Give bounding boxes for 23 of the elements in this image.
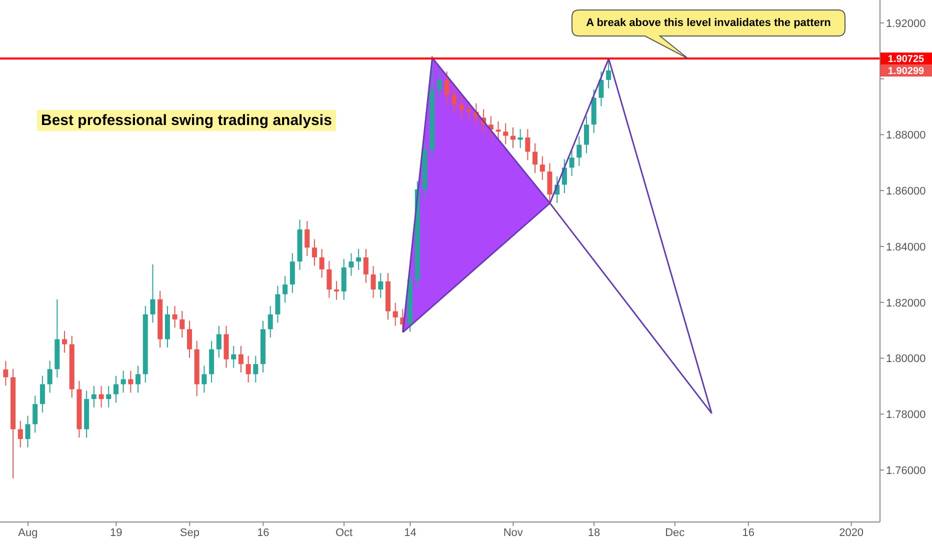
x-tick-label: 14 xyxy=(404,526,416,539)
x-tick-label: Dec xyxy=(665,526,686,539)
y-tick-label: 1.80000 xyxy=(886,353,926,366)
annotation: A break above this level invalidates the pattern xyxy=(585,16,832,31)
x-tick-label: 19 xyxy=(110,526,122,539)
ref-line-label: 1.90725 xyxy=(888,54,925,66)
x-tick-label: 18 xyxy=(588,526,600,539)
x-tick-label: Nov xyxy=(503,526,524,539)
x-tick-label: 16 xyxy=(257,526,270,539)
y-tick-label: 1.82000 xyxy=(886,297,926,310)
y-tick-label: 1.86000 xyxy=(886,185,926,198)
x-tick-label: Aug xyxy=(18,526,38,539)
x-tick-label: 2020 xyxy=(839,526,864,539)
y-tick-label: 1.92000 xyxy=(886,18,926,30)
x-tick-label: Sep xyxy=(180,526,200,539)
x-tick-label: 16 xyxy=(742,526,755,539)
y-tick-label: 1.76000 xyxy=(886,464,926,477)
x-tick-label: Oct xyxy=(336,526,353,539)
y-tick-label: 1.88000 xyxy=(886,130,926,142)
y-tick-label: 1.84000 xyxy=(886,241,926,254)
y-tick-label: 1.78000 xyxy=(886,409,926,422)
text: 1.90299 xyxy=(888,66,925,78)
annotation: Best professional swing trading analysis xyxy=(37,110,336,131)
